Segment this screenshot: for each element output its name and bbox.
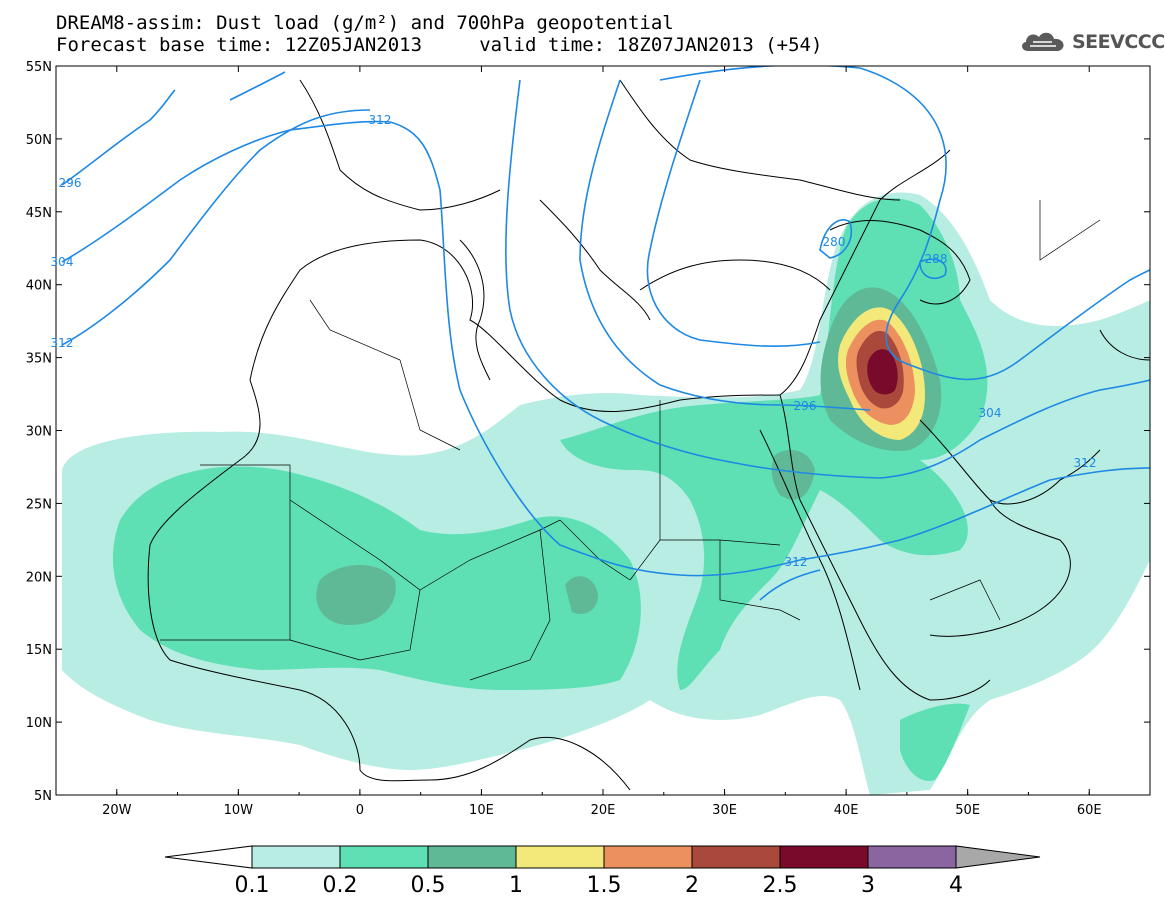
lat-label: 45N xyxy=(26,206,52,221)
colorbar-label: 4 xyxy=(949,873,963,898)
forecast-time-subtitle: Forecast base time: 12Z05JAN2013 valid t… xyxy=(56,34,823,56)
lon-label: 20E xyxy=(591,803,616,818)
colorbar-swatch xyxy=(515,845,605,869)
lon-label: 60E xyxy=(1077,803,1102,818)
lon-label: 40E xyxy=(834,803,859,818)
colorbar: 0.1 0.2 0.5 1 1.5 2 2.5 3 4 xyxy=(164,845,1041,898)
colorbar-swatch xyxy=(339,845,429,869)
colorbar-label: 0.1 xyxy=(235,873,270,898)
lon-label: 20W xyxy=(102,803,132,818)
geopotential-label: 312 xyxy=(785,555,808,569)
coastlines xyxy=(147,79,1150,791)
colorbar-over-triangle xyxy=(955,845,1041,869)
geopotential-label-group: 296 304 312 312 280 288 296 304 312 312 xyxy=(51,113,1097,569)
dust-load-2.5-3 xyxy=(867,349,898,395)
colorbar-label: 3 xyxy=(861,873,875,898)
lon-label: 10E xyxy=(469,803,494,818)
lat-label: 40N xyxy=(26,279,52,294)
country-borders xyxy=(160,200,1101,681)
lon-label: 0 xyxy=(356,803,364,818)
lat-label: 10N xyxy=(26,716,52,731)
colorbar-label: 0.5 xyxy=(411,873,446,898)
colorbar-label: 0.2 xyxy=(323,873,358,898)
lat-label: 35N xyxy=(26,352,52,367)
colorbar-under-triangle xyxy=(164,845,253,869)
latitude-axis: 55N 50N 45N 40N 35N 30N 25N 20N 15N 10N 5N xyxy=(26,60,1150,804)
geopotential-label: 312 xyxy=(51,336,74,350)
lat-label: 15N xyxy=(26,643,52,658)
lon-label: 30E xyxy=(712,803,737,818)
cloud-icon xyxy=(1022,32,1064,51)
geopotential-label: 296 xyxy=(794,399,817,413)
geopotential-contours xyxy=(61,66,1150,601)
colorbar-swatch xyxy=(779,845,869,869)
geopotential-label: 312 xyxy=(369,113,392,127)
colorbar-label: 1 xyxy=(509,873,523,898)
geopotential-label: 280 xyxy=(823,235,846,249)
lon-label: 50E xyxy=(955,803,980,818)
geopotential-label: 312 xyxy=(1074,456,1097,470)
colorbar-swatch xyxy=(691,845,781,869)
colorbar-label: 1.5 xyxy=(587,873,622,898)
geopotential-label: 296 xyxy=(59,176,82,190)
colorbar-swatch xyxy=(427,845,517,869)
geopotential-label: 288 xyxy=(925,252,948,266)
geopotential-label: 304 xyxy=(979,406,1002,420)
lat-label: 25N xyxy=(26,497,52,512)
map-title: DREAM8-assim: Dust load (g/m²) and 700hP… xyxy=(56,12,674,34)
seevccc-logo: SEEVCCC xyxy=(1018,29,1165,55)
colorbar-label: 2.5 xyxy=(763,873,798,898)
map-plot-area xyxy=(61,66,1150,795)
colorbar-swatch xyxy=(251,845,341,869)
lat-label: 55N xyxy=(26,60,52,75)
lat-label: 50N xyxy=(26,133,52,148)
geopotential-label: 304 xyxy=(51,255,74,269)
lat-label: 20N xyxy=(26,570,52,585)
logo-text: SEEVCCC xyxy=(1072,31,1165,53)
colorbar-swatch xyxy=(867,845,957,869)
lon-label: 10W xyxy=(224,803,254,818)
longitude-axis: 20W 10W 0 10E 20E 30E 40E 50E 60E xyxy=(55,66,1151,818)
lat-label: 30N xyxy=(26,425,52,440)
lat-label: 5N xyxy=(34,789,52,804)
colorbar-swatch xyxy=(603,845,693,869)
colorbar-label: 2 xyxy=(685,873,699,898)
